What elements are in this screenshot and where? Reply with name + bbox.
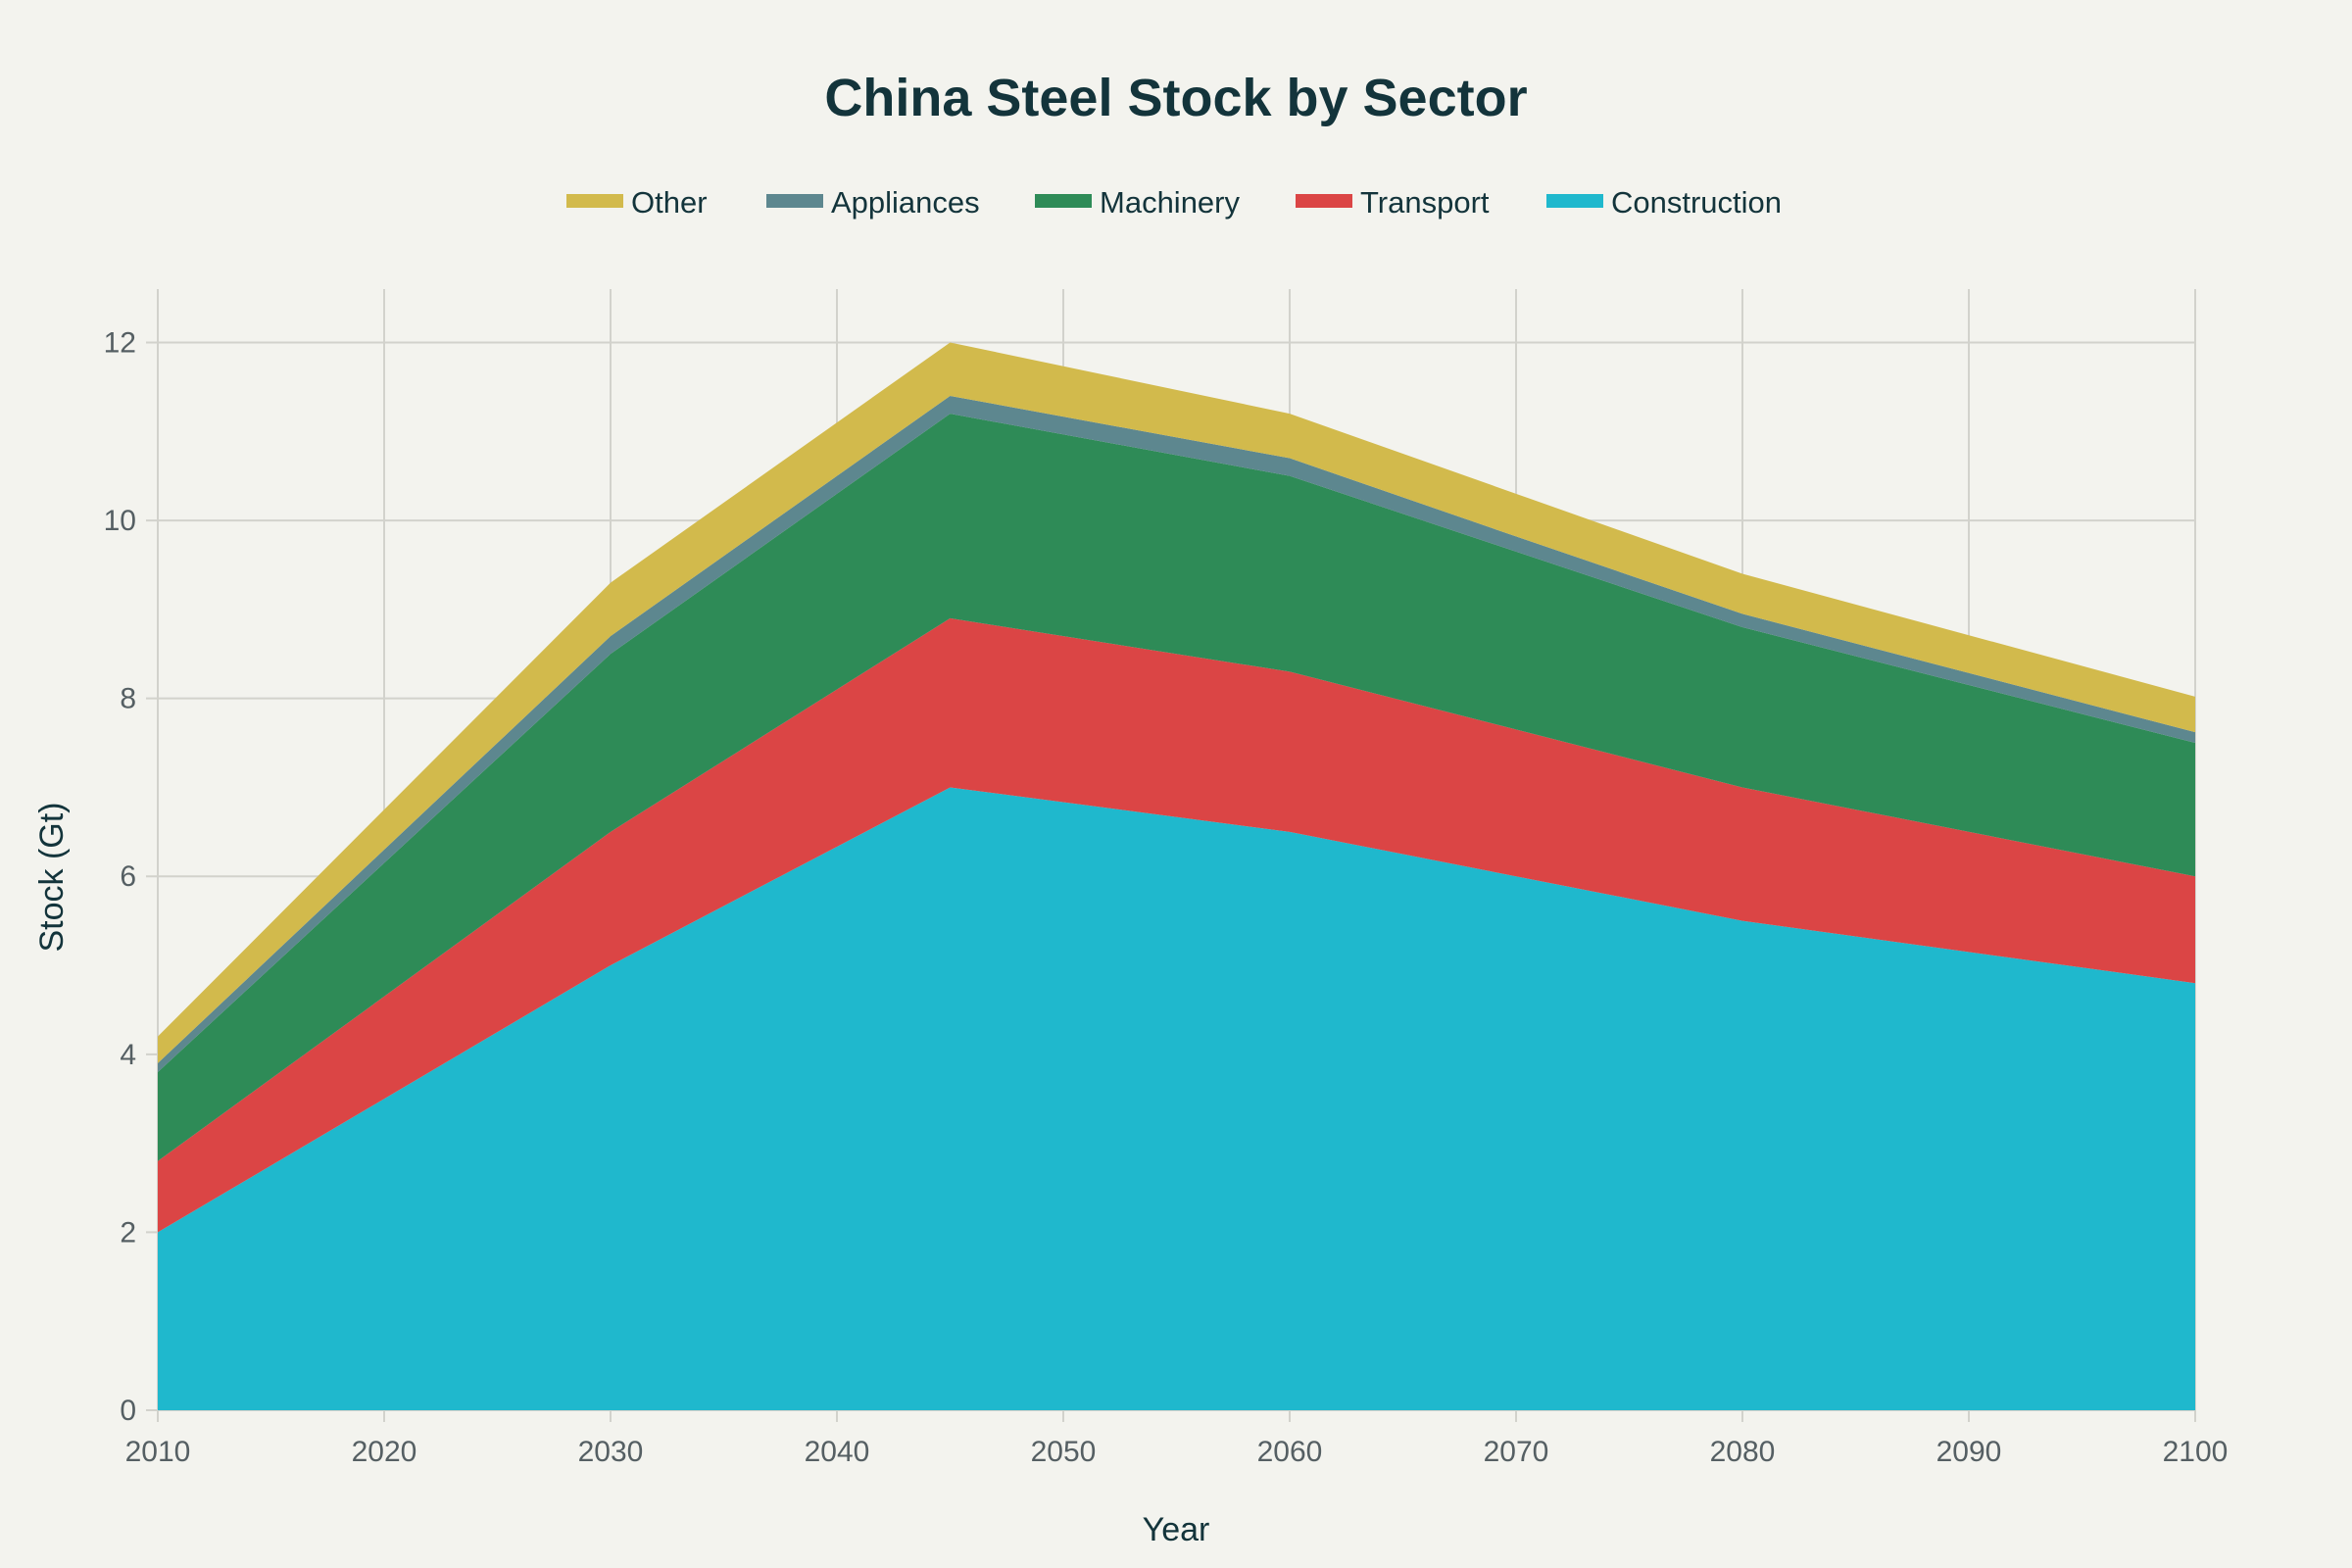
x-tick-label: 2090 — [1936, 1436, 2002, 1468]
y-tick-label: 12 — [104, 326, 136, 359]
area-machinery[interactable] — [158, 414, 2195, 1161]
legend-item-transport[interactable]: Transport — [1296, 185, 1490, 220]
x-tick-label: 2080 — [1710, 1436, 1776, 1468]
area-transport[interactable] — [158, 617, 2195, 1233]
area-construction[interactable] — [158, 787, 2195, 1410]
y-tick-label: 10 — [104, 505, 136, 537]
x-axis-ticks: 2010 2020 2030 2040 2050 2060 2070 2080 2090 2100 — [125, 1436, 2229, 1468]
x-tick-label: 2070 — [1484, 1436, 1549, 1468]
y-tick-label: 0 — [120, 1395, 136, 1427]
legend-swatch — [1546, 194, 1603, 208]
legend-item-other[interactable]: Other — [566, 185, 708, 220]
legend-label: Appliances — [831, 185, 980, 220]
y-tick-label: 4 — [120, 1039, 136, 1071]
legend[interactable]: Other Appliances Machinery Transport Constru… — [566, 185, 1782, 220]
legend-label: Other — [631, 185, 708, 220]
x-tick-label: 2040 — [805, 1436, 870, 1468]
x-tick-label: 2010 — [125, 1436, 191, 1468]
x-axis-title: Year — [1143, 1511, 1210, 1548]
legend-item-machinery[interactable]: Machinery — [1035, 185, 1240, 220]
legend-label: Transport — [1360, 185, 1490, 220]
legend-swatch — [1296, 194, 1352, 208]
legend-label: Machinery — [1100, 185, 1240, 220]
x-tick-label: 2060 — [1257, 1436, 1323, 1468]
y-axis-title: Stock (Gt) — [33, 802, 71, 952]
legend-swatch — [766, 194, 823, 208]
x-tick-label: 2050 — [1031, 1436, 1097, 1468]
areas — [158, 342, 2195, 1410]
y-tick-label: 8 — [120, 683, 136, 715]
chart-title: China Steel Stock by Sector — [824, 69, 1527, 127]
y-axis-ticks: 0 2 4 6 8 10 12 — [104, 326, 136, 1427]
x-tick-label: 2030 — [578, 1436, 644, 1468]
legend-label: Construction — [1611, 185, 1782, 220]
y-tick-label: 6 — [120, 860, 136, 893]
legend-item-appliances[interactable]: Appliances — [766, 185, 980, 220]
legend-swatch — [566, 194, 623, 208]
x-tick-label: 2100 — [2163, 1436, 2229, 1468]
x-tick-label: 2020 — [352, 1436, 417, 1468]
y-tick-label: 2 — [120, 1216, 136, 1249]
legend-item-construction[interactable]: Construction — [1546, 185, 1782, 220]
legend-swatch — [1035, 194, 1092, 208]
